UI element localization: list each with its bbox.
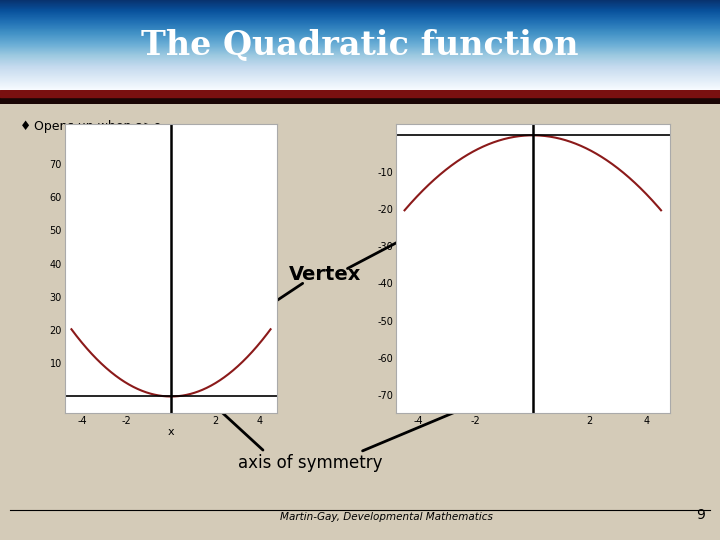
X-axis label: x: x xyxy=(168,427,174,437)
Text: a: a xyxy=(535,125,547,143)
Text: axis of symmetry: axis of symmetry xyxy=(238,454,382,472)
Text: Opens up when a>o: Opens up when a>o xyxy=(34,120,161,133)
Text: < 0: < 0 xyxy=(544,125,584,143)
Text: Martin-Gay, Developmental Mathematics: Martin-Gay, Developmental Mathematics xyxy=(280,512,493,522)
Text: 9: 9 xyxy=(696,508,705,522)
Text: ♦: ♦ xyxy=(20,120,31,133)
Bar xyxy=(0,97,720,104)
Text: The Quadratic function: The Quadratic function xyxy=(141,29,579,62)
Text: Vertex: Vertex xyxy=(289,265,361,284)
Bar xyxy=(0,90,720,97)
Text: opens down: opens down xyxy=(435,125,549,143)
